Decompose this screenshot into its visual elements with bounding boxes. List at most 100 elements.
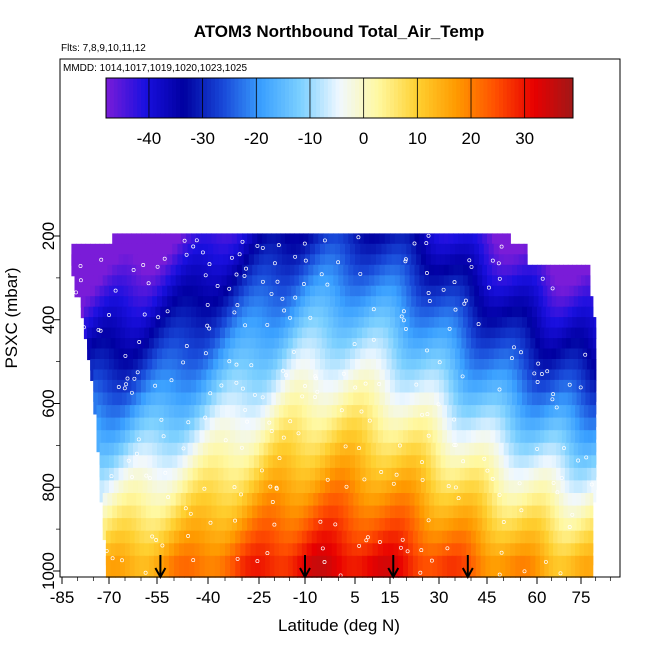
field-cell bbox=[412, 543, 419, 566]
field-cell bbox=[209, 543, 216, 566]
field-cell bbox=[374, 392, 381, 415]
field-cell bbox=[517, 493, 523, 515]
field-cell bbox=[513, 467, 520, 490]
field-cell bbox=[427, 405, 434, 428]
colorbar-segment bbox=[292, 78, 298, 118]
field-cell bbox=[265, 430, 271, 453]
field-cell bbox=[289, 379, 295, 402]
field-cell bbox=[567, 505, 573, 528]
field-cell bbox=[336, 405, 343, 428]
field-cell bbox=[226, 392, 233, 415]
field-cell bbox=[252, 379, 258, 402]
field-cell bbox=[340, 455, 346, 478]
field-cell bbox=[187, 442, 194, 465]
field-cell bbox=[351, 543, 358, 566]
field-cell bbox=[379, 518, 386, 541]
field-cell bbox=[335, 480, 341, 503]
field-cell bbox=[291, 455, 297, 478]
field-cell bbox=[192, 467, 199, 490]
sample-point bbox=[207, 326, 212, 331]
field-cell bbox=[575, 417, 581, 440]
field-cell bbox=[341, 405, 348, 428]
field-cell bbox=[508, 467, 515, 490]
field-cell bbox=[554, 392, 560, 415]
field-cell bbox=[300, 480, 306, 503]
field-cell bbox=[585, 505, 591, 528]
field-cell bbox=[216, 392, 223, 415]
sample-point bbox=[240, 239, 245, 244]
field-cell bbox=[466, 555, 472, 578]
sample-point bbox=[535, 446, 540, 451]
field-cell bbox=[149, 530, 155, 553]
field-cell bbox=[520, 530, 526, 553]
field-cell bbox=[105, 430, 112, 453]
field-cell bbox=[422, 530, 429, 553]
field-cell bbox=[185, 379, 192, 402]
sample-point bbox=[333, 522, 338, 527]
field-cell bbox=[541, 392, 547, 415]
field-cell bbox=[488, 467, 495, 490]
sample-point bbox=[239, 445, 244, 450]
field-cell bbox=[243, 480, 250, 503]
field-cell bbox=[99, 480, 105, 503]
field-cell bbox=[422, 417, 429, 440]
field-cell bbox=[297, 543, 303, 566]
field-cell bbox=[512, 379, 518, 402]
field-cell bbox=[280, 392, 286, 415]
field-cell bbox=[149, 543, 155, 566]
field-cell bbox=[306, 555, 313, 578]
field-cell bbox=[115, 543, 121, 566]
field-cell bbox=[192, 480, 199, 503]
x-tick-label: -55 bbox=[145, 588, 170, 607]
sample-point bbox=[550, 286, 555, 291]
field-cell bbox=[394, 505, 401, 528]
field-cell bbox=[260, 530, 266, 553]
field-cell bbox=[343, 379, 349, 402]
field-cell bbox=[527, 379, 533, 402]
field-cell bbox=[425, 480, 432, 503]
field-cell bbox=[463, 392, 469, 415]
field-cell bbox=[553, 405, 559, 428]
field-cell bbox=[117, 392, 123, 415]
field-cell bbox=[163, 555, 170, 578]
field-cell bbox=[333, 392, 339, 415]
field-cell bbox=[488, 442, 495, 465]
sample-point bbox=[202, 486, 207, 491]
field-cell bbox=[226, 505, 233, 528]
field-cell bbox=[495, 530, 501, 553]
field-cell bbox=[158, 543, 165, 566]
sample-point bbox=[237, 252, 242, 257]
field-cell bbox=[243, 455, 250, 478]
field-cell bbox=[430, 442, 437, 465]
field-cell bbox=[472, 518, 478, 541]
sample-point bbox=[234, 362, 239, 367]
field-cell bbox=[245, 555, 252, 578]
field-cell bbox=[197, 442, 204, 465]
chart-subtitle-dates: MMDD: 1014,1017,1019,1020,1023,1025 bbox=[63, 63, 247, 74]
field-cell bbox=[107, 505, 113, 528]
field-cell bbox=[230, 543, 236, 566]
sample-point bbox=[208, 391, 213, 396]
field-cell bbox=[335, 467, 341, 490]
field-cell bbox=[477, 518, 483, 541]
field-cell bbox=[240, 530, 246, 553]
field-cell bbox=[221, 493, 228, 515]
field-cell bbox=[525, 530, 531, 553]
field-cell bbox=[461, 530, 467, 553]
sample-point bbox=[243, 323, 248, 328]
field-cell bbox=[150, 379, 156, 402]
field-cell bbox=[477, 392, 483, 415]
sample-point bbox=[308, 315, 313, 320]
field-cell bbox=[160, 392, 167, 415]
field-cell bbox=[532, 379, 538, 402]
field-cell bbox=[328, 493, 334, 515]
colorbar-segment bbox=[499, 78, 504, 118]
sample-point bbox=[99, 257, 104, 262]
field-cell bbox=[268, 455, 274, 478]
field-cell bbox=[226, 518, 233, 541]
field-cell bbox=[355, 455, 361, 478]
field-cell bbox=[123, 455, 129, 478]
field-cell bbox=[283, 530, 289, 553]
field-cell bbox=[537, 379, 542, 402]
field-cell bbox=[252, 392, 258, 415]
